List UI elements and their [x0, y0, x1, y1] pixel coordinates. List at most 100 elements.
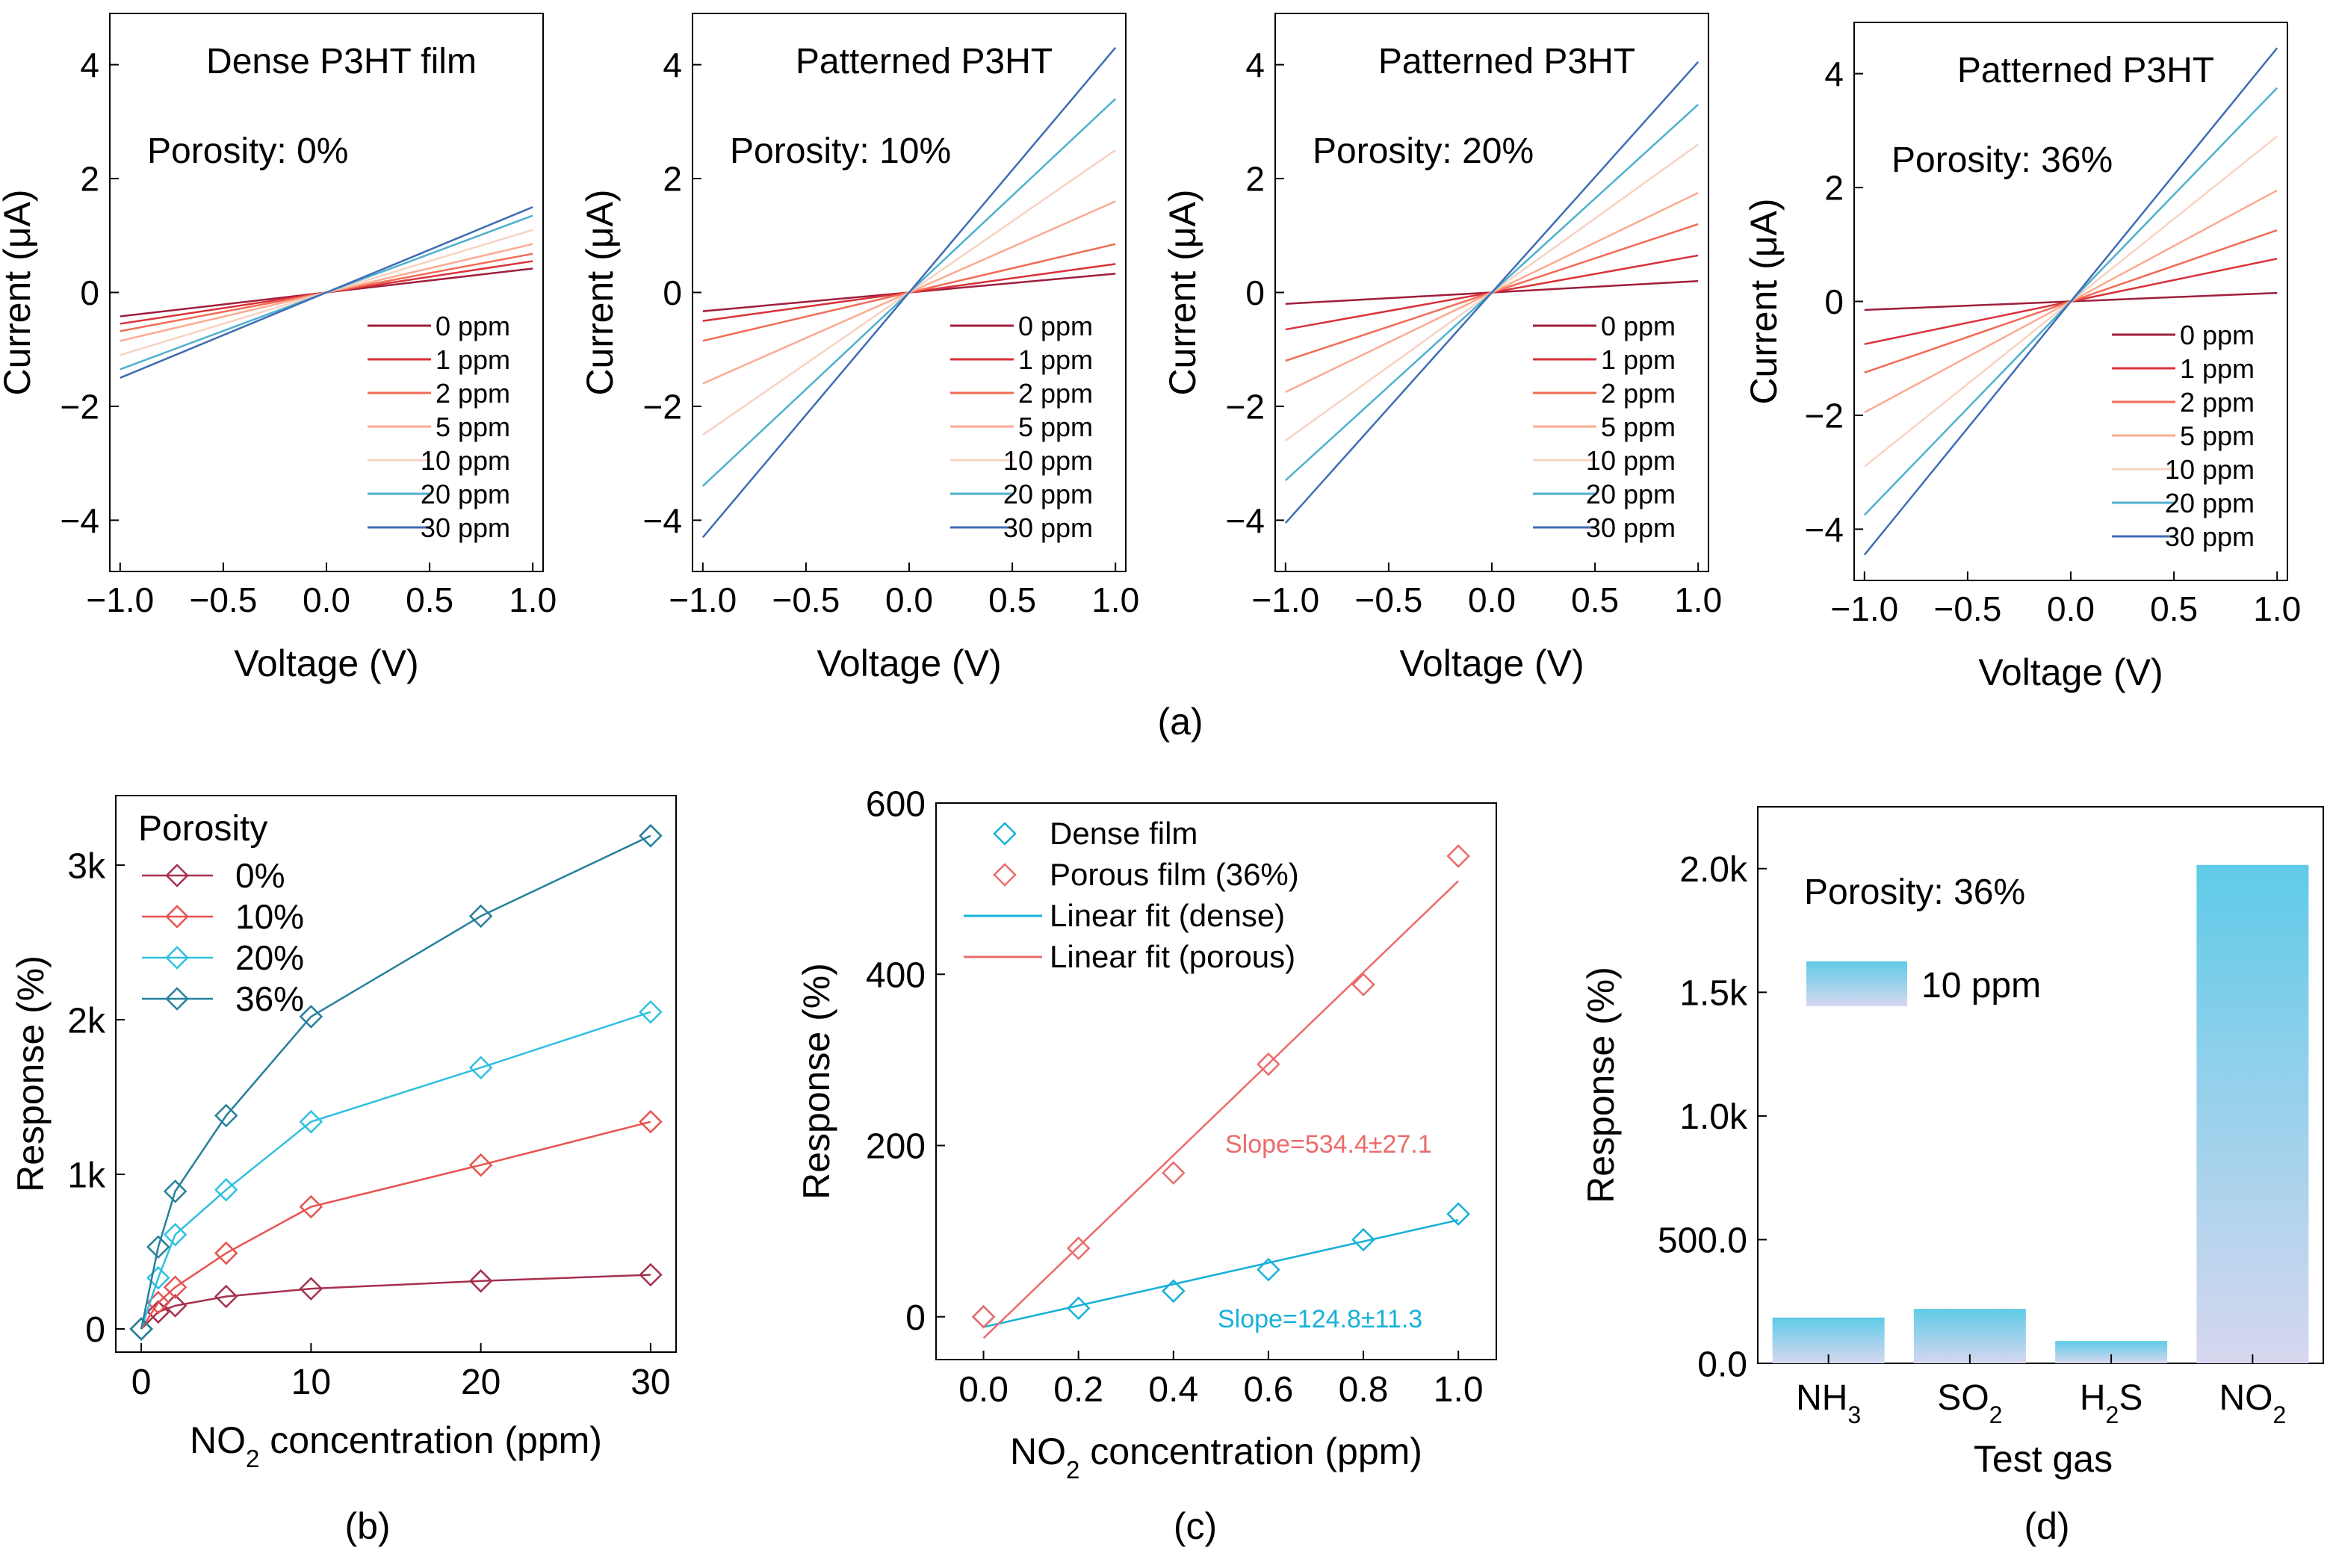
- panel-title: Patterned P3HT: [1957, 51, 2214, 90]
- data-point: [468, 1056, 493, 1079]
- x-tick-label: NO2: [2219, 1378, 2286, 1428]
- data-point: [1446, 844, 1470, 868]
- data-point: [1257, 1257, 1280, 1282]
- x-tick-label: 0.2: [1053, 1370, 1103, 1410]
- x-axis-label: Voltage (V): [234, 642, 418, 684]
- y-tick-label: −4: [61, 501, 99, 540]
- x-axis-label: Voltage (V): [1978, 651, 2163, 693]
- legend-label: 2 ppm: [1601, 378, 1676, 409]
- legend-label: Porous film (36%): [1050, 857, 1299, 892]
- x-axis-label: Voltage (V): [1399, 642, 1584, 684]
- data-point: [1351, 1227, 1375, 1252]
- legend-marker: [165, 905, 189, 929]
- legend-label: 1 ppm: [1601, 344, 1676, 375]
- y-tick-label: 600: [866, 784, 926, 824]
- x-tick-label: 20: [461, 1363, 501, 1402]
- legend-label: 20 ppm: [1003, 479, 1093, 509]
- x-tick-label: −1.0: [1251, 580, 1319, 619]
- x-tick-label: −1.0: [669, 580, 737, 619]
- x-tick-label: 0.8: [1339, 1370, 1389, 1410]
- data-point: [146, 1235, 170, 1259]
- data-point: [468, 1269, 493, 1293]
- legend-label: 2 ppm: [436, 378, 510, 409]
- y-tick-label: 2: [1824, 169, 1844, 208]
- data-point: [1066, 1296, 1091, 1320]
- data-point: [639, 1262, 663, 1287]
- y-tick-label: 0: [663, 273, 682, 312]
- porosity-annotation: Porosity: 10%: [730, 131, 951, 171]
- x-tick-label-base: NO: [2219, 1378, 2272, 1418]
- data-point: [129, 1317, 153, 1341]
- panel-title: Dense P3HT film: [206, 42, 477, 81]
- legend-marker: [165, 987, 189, 1011]
- legend-label: Dense film: [1050, 816, 1198, 851]
- x-tick-label: −0.5: [1933, 589, 2001, 628]
- x-tick-label: 0.5: [2150, 589, 2198, 628]
- iv-panel-4: −1.0 −0.5 0.0 0.5 1.0 −4 −2 0 2 4 Current (μA) Patt…: [1743, 22, 2301, 693]
- legend-label: 10 ppm: [1921, 966, 2041, 1005]
- bar: [1913, 1309, 2026, 1363]
- y-tick-label: 2k: [67, 1001, 106, 1041]
- porosity-annotation: Porosity: 36%: [1892, 140, 2113, 180]
- x-tick-label: −1.0: [86, 580, 154, 619]
- data-point: [468, 904, 493, 929]
- x-tick-label: SO2: [1937, 1378, 2002, 1428]
- data-point: [1351, 973, 1375, 997]
- x-tick-label: 0.5: [1571, 580, 1619, 619]
- figure-label-c: (c): [1174, 1505, 1217, 1547]
- x-tick-label-base: NH: [1796, 1378, 1847, 1418]
- legend-label: 0 ppm: [436, 311, 510, 341]
- data-point: [299, 1277, 323, 1301]
- x-tick-label: −1.0: [1830, 589, 1898, 628]
- legend-label: 10%: [235, 897, 304, 936]
- porosity-annotation: Porosity: 20%: [1313, 131, 1534, 171]
- y-tick-label: 2.0k: [1679, 850, 1748, 890]
- y-axis-label: Current (μA): [0, 189, 38, 395]
- y-tick-label: 2: [1245, 160, 1265, 199]
- y-tick-label: −2: [1226, 388, 1265, 427]
- legend-label: 5 ppm: [1018, 412, 1093, 442]
- legend-label: 10 ppm: [421, 445, 510, 476]
- plot-frame: [935, 802, 1497, 1360]
- data-point: [468, 1153, 493, 1177]
- y-tick-label: 0: [1245, 273, 1265, 312]
- data-point: [214, 1284, 238, 1309]
- data-point: [971, 1304, 996, 1329]
- legend-label: 30 ppm: [421, 512, 510, 543]
- x-tick-label: 0.0: [2047, 589, 2095, 628]
- legend-label: 20 ppm: [421, 479, 510, 509]
- porosity-annotation: Porosity: 36%: [1804, 873, 2025, 912]
- x-axis-label: NO2 concentration (ppm): [190, 1419, 602, 1472]
- legend-label: 5 ppm: [2180, 421, 2255, 451]
- iv-line-30ppm: [120, 206, 533, 379]
- x-tick-label-sub: 2: [2106, 1401, 2119, 1428]
- y-axis-label: Response (%): [796, 963, 837, 1200]
- y-tick-label: −2: [643, 388, 682, 427]
- legend-label: 30 ppm: [1003, 512, 1093, 543]
- x-tick-label-sub: 2: [2272, 1401, 2286, 1428]
- x-tick-label: 0.0: [958, 1370, 1009, 1410]
- y-tick-label: 200: [866, 1127, 926, 1167]
- legend-label: 30 ppm: [1586, 512, 1676, 543]
- y-tick-label: 1.5k: [1679, 974, 1748, 1014]
- legend-label: 5 ppm: [436, 412, 510, 442]
- data-point: [163, 1180, 188, 1203]
- figure-label-d: (d): [2024, 1505, 2069, 1547]
- x-tick-label: NH3: [1796, 1378, 1861, 1428]
- x-axis-label: Voltage (V): [817, 642, 1001, 684]
- legend-label: 0 ppm: [2180, 320, 2255, 350]
- legend-label: 0 ppm: [1018, 311, 1093, 341]
- data-point: [1257, 1052, 1280, 1076]
- legend-label: 2 ppm: [2180, 387, 2255, 418]
- data-point: [163, 1275, 188, 1299]
- data-point: [639, 824, 663, 848]
- data-point: [146, 1300, 170, 1324]
- x-tick-label: 0: [131, 1363, 152, 1402]
- x-tick-label: 10: [291, 1363, 331, 1402]
- legend-label: 1 ppm: [2180, 353, 2255, 384]
- series-line-36%: [140, 834, 651, 1330]
- legend-marker: [993, 822, 1017, 846]
- y-axis-label: Response (%): [10, 955, 52, 1192]
- legend-marker: [993, 863, 1017, 887]
